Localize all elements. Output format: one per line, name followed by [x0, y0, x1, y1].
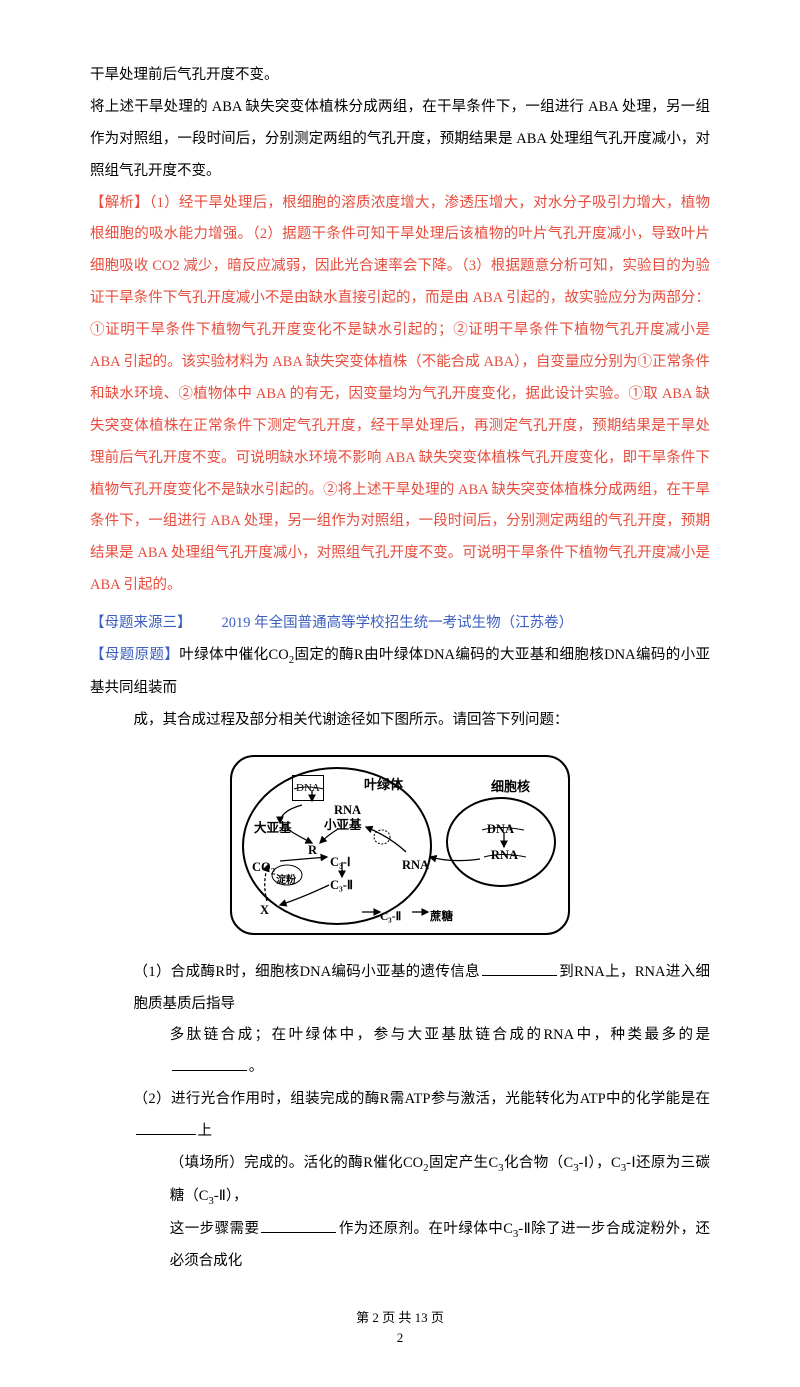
starch-label: 淀粉	[276, 870, 296, 892]
q2-text-c: （填场所）完成的。活化的酶R催化CO	[170, 1155, 423, 1171]
q2-text-a: （2）进行光合作用时，组装完成的酶R需ATP参与激活，光能转化为ATP中的化学能…	[134, 1091, 711, 1107]
question-2-line3: 这一步骤需要作为还原剂。在叶绿体中C3-Ⅱ除了进一步合成淀粉外，还必须合成化	[90, 1214, 710, 1279]
q2-text-i: 这一步骤需要	[170, 1221, 260, 1237]
q1-text-a: （1）合成酶R时，细胞核DNA编码小亚基的遗传信息	[134, 964, 480, 980]
q2-text-h: -Ⅱ），	[214, 1188, 248, 1204]
source-3-label: 【母题来源三】	[90, 615, 192, 631]
q2-text-e: 化合物（C	[504, 1155, 574, 1171]
blank-2[interactable]	[172, 1054, 247, 1071]
source-3-header: 【母题来源三】 2019 年全国普通高等学校招生统一考试生物（江苏卷）	[90, 608, 710, 640]
original-question-label: 【母题原题】	[90, 647, 179, 663]
page-number-full: 第 2 页 共 13 页	[90, 1308, 710, 1328]
diagram-container: 叶绿体 细胞核 DNA RNA 小亚基 大亚基 R CO2 C₃-Ⅰ C₃-Ⅱ …	[90, 755, 710, 935]
question-2: （2）进行光合作用时，组装完成的酶R需ATP参与激活，光能转化为ATP中的化学能…	[90, 1084, 710, 1148]
analysis-body: （1）经干旱处理后，根细胞的溶质浓度增大，渗透压增大，对水分子吸引力增大，植物根…	[90, 195, 710, 594]
q2-text-j: 作为还原剂。在叶绿体中C	[338, 1221, 512, 1237]
source-3-text: 2019 年全国普通高等学校招生统一考试生物（江苏卷）	[222, 615, 574, 631]
blank-4[interactable]	[261, 1215, 336, 1232]
diagram-box: 叶绿体 细胞核 DNA RNA 小亚基 大亚基 R CO2 C₃-Ⅰ C₃-Ⅱ …	[230, 755, 570, 935]
original-question-header: 【母题原题】叶绿体中催化CO2固定的酶R由叶绿体DNA编码的大亚基和细胞核DNA…	[90, 640, 710, 705]
question-1-line2: 多肽链合成；在叶绿体中，参与大亚基肽链合成的RNA中，种类最多的是。	[90, 1020, 710, 1084]
question-2-line2: （填场所）完成的。活化的酶R催化CO2固定产生C3化合物（C3-Ⅰ），C3-Ⅰ还…	[90, 1148, 710, 1214]
q2-text-d: 固定产生C	[429, 1155, 499, 1171]
question-1: （1）合成酶R时，细胞核DNA编码小亚基的遗传信息到RNA上，RNA进入细胞质基…	[90, 957, 710, 1021]
q2-text-b: 上	[198, 1123, 213, 1139]
page-footer: 第 2 页 共 13 页 2	[90, 1308, 710, 1347]
original-question-text-c: 成，其合成过程及部分相关代谢途径如下图所示。请回答下列问题：	[90, 705, 710, 737]
analysis-paragraph: 【解析】（1）经干旱处理后，根细胞的溶质浓度增大，渗透压增大，对水分子吸引力增大…	[90, 188, 710, 603]
q2-text-f: -Ⅰ），C	[579, 1155, 621, 1171]
page-number-short: 2	[90, 1328, 710, 1348]
drought-result-text: 干旱处理前后气孔开度不变。	[90, 60, 710, 92]
q1-text-c: 多肽链合成；在叶绿体中，参与大亚基肽链合成的RNA中，种类最多的是	[170, 1027, 710, 1043]
aba-experiment-text: 将上述干旱处理的 ABA 缺失突变体植株分成两组，在干旱条件下，一组进行 ABA…	[90, 92, 710, 188]
blank-3[interactable]	[136, 1118, 196, 1135]
blank-1[interactable]	[482, 958, 557, 975]
q1-text-d: 。	[249, 1059, 264, 1075]
diagram-arrows	[232, 757, 572, 937]
original-question-text-a: 叶绿体中催化CO	[179, 647, 288, 663]
analysis-label: 【解析】	[90, 195, 149, 211]
